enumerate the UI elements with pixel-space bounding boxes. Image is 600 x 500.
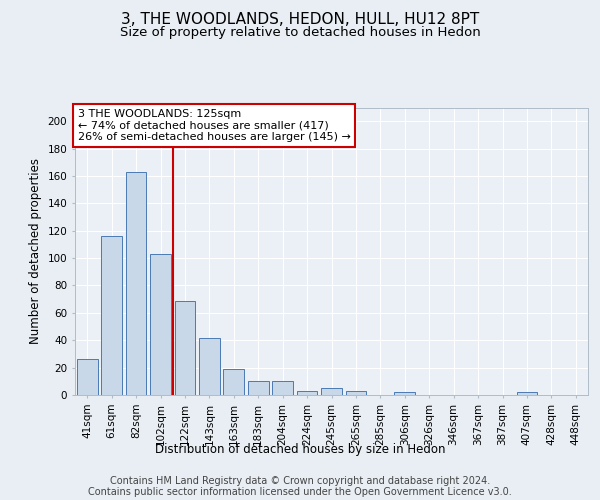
Bar <box>150 254 171 395</box>
Bar <box>223 369 244 395</box>
Text: Contains HM Land Registry data © Crown copyright and database right 2024.: Contains HM Land Registry data © Crown c… <box>110 476 490 486</box>
Bar <box>101 236 122 395</box>
Bar <box>248 382 269 395</box>
Bar <box>346 391 367 395</box>
Bar <box>199 338 220 395</box>
Bar <box>175 300 196 395</box>
Y-axis label: Number of detached properties: Number of detached properties <box>29 158 42 344</box>
Bar <box>517 392 538 395</box>
Bar <box>272 382 293 395</box>
Bar <box>321 388 342 395</box>
Text: 3, THE WOODLANDS, HEDON, HULL, HU12 8PT: 3, THE WOODLANDS, HEDON, HULL, HU12 8PT <box>121 12 479 28</box>
Bar <box>125 172 146 395</box>
Bar <box>77 360 98 395</box>
Bar <box>296 391 317 395</box>
Text: 3 THE WOODLANDS: 125sqm
← 74% of detached houses are smaller (417)
26% of semi-d: 3 THE WOODLANDS: 125sqm ← 74% of detache… <box>77 109 350 142</box>
Text: Size of property relative to detached houses in Hedon: Size of property relative to detached ho… <box>119 26 481 39</box>
Text: Distribution of detached houses by size in Hedon: Distribution of detached houses by size … <box>155 442 445 456</box>
Text: Contains public sector information licensed under the Open Government Licence v3: Contains public sector information licen… <box>88 487 512 497</box>
Bar <box>394 392 415 395</box>
